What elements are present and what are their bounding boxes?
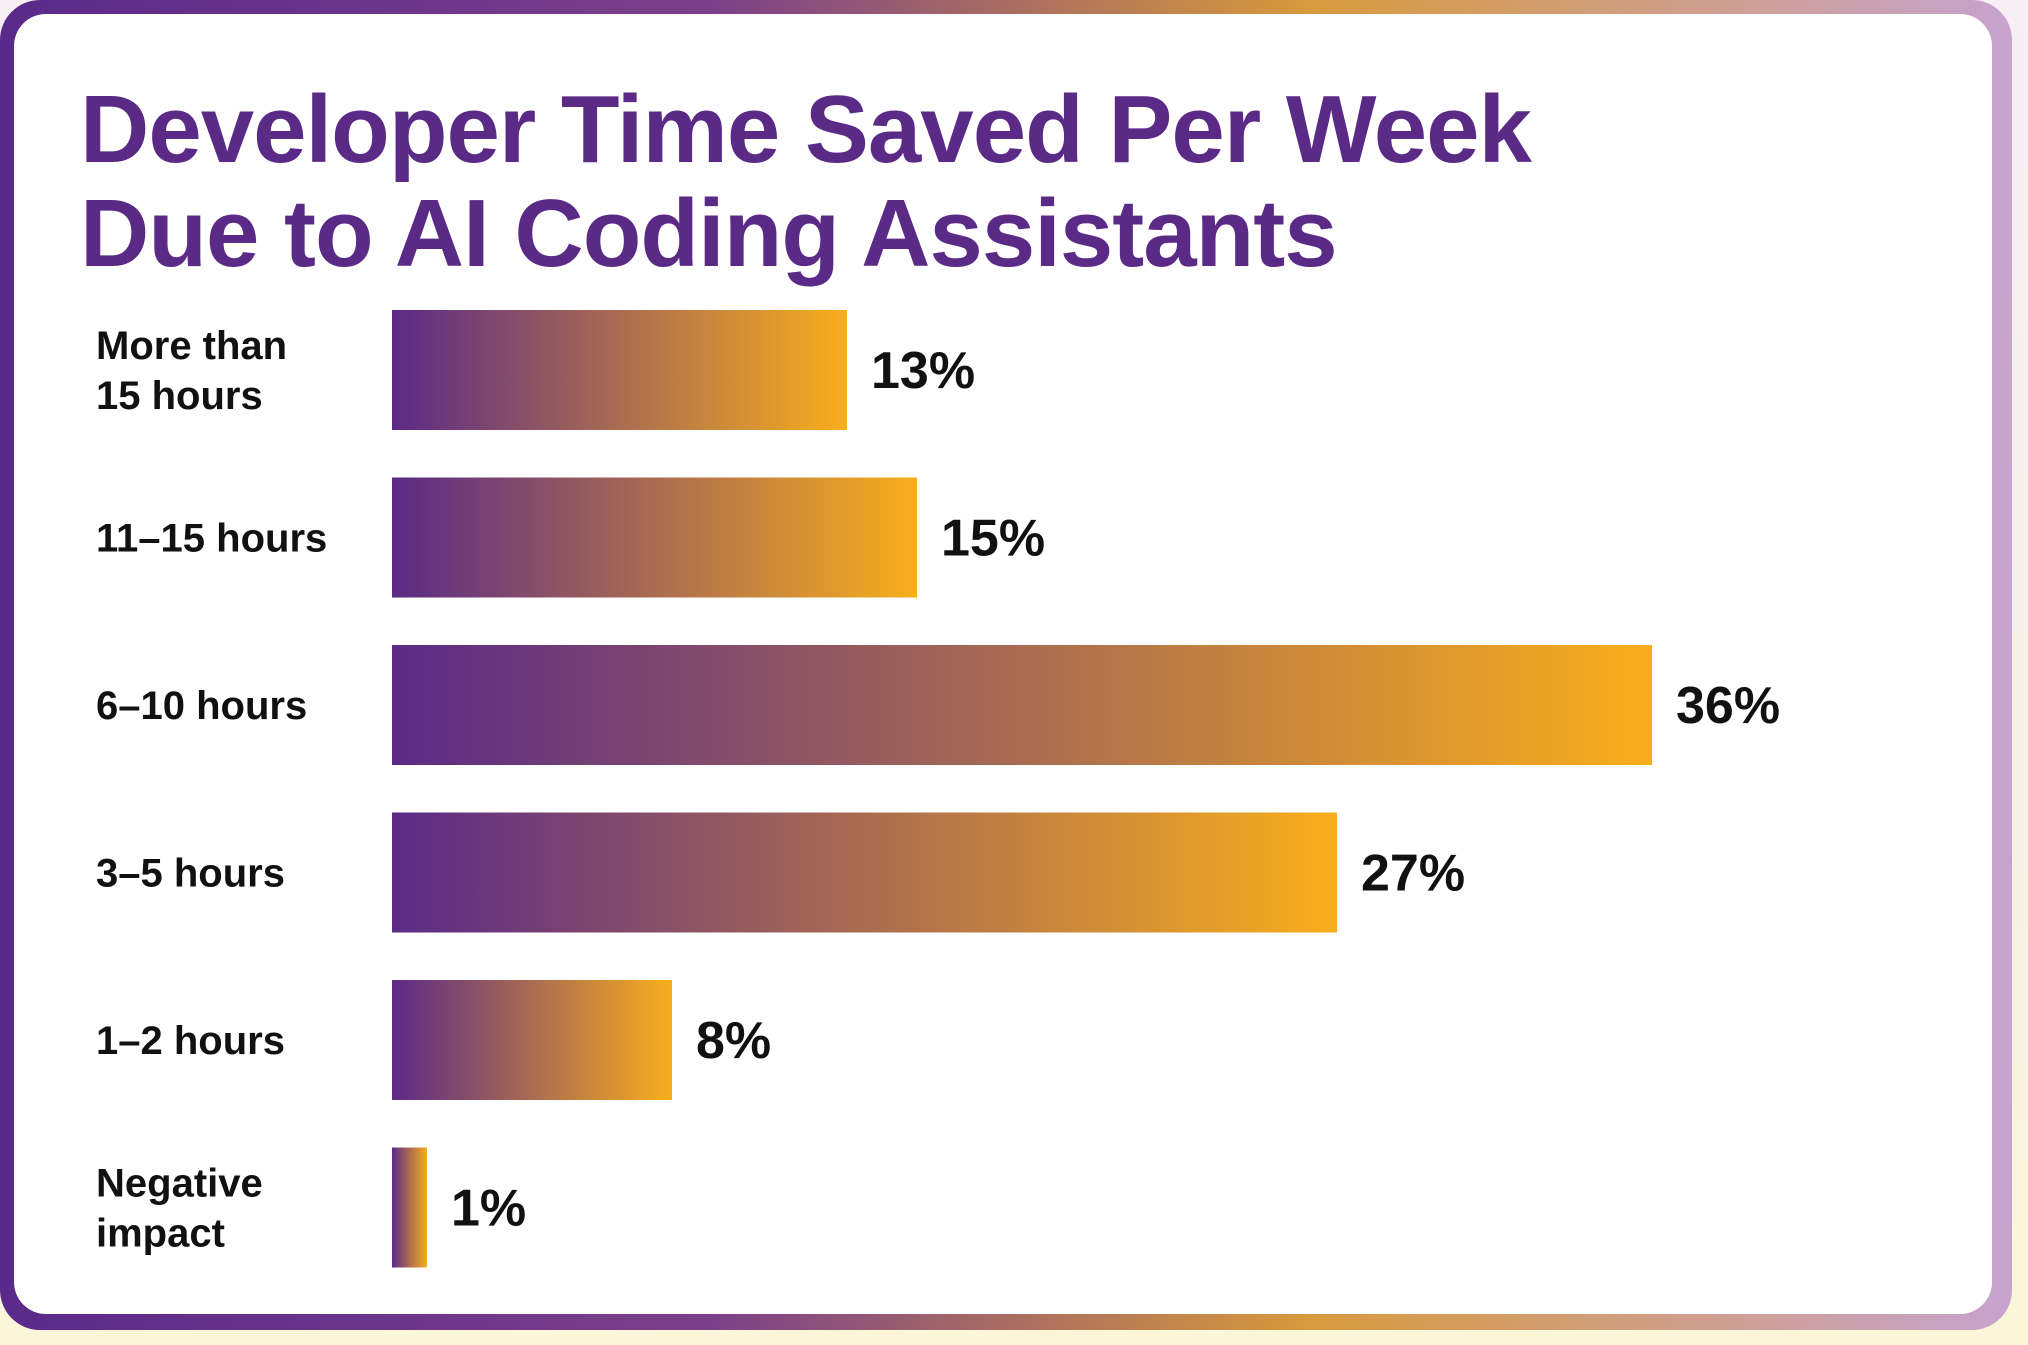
category-label: Negative impact bbox=[96, 1162, 263, 1256]
value-label: 36% bbox=[1676, 677, 1780, 735]
bar-row: More than 15 hours 13% bbox=[96, 310, 975, 430]
value-label: 8% bbox=[696, 1012, 771, 1070]
category-label: 6–10 hours bbox=[96, 684, 307, 728]
chart-title-line-1: Developer Time Saved Per Week bbox=[80, 76, 1532, 183]
category-label: 11–15 hours bbox=[96, 517, 327, 561]
category-label: 1–2 hours bbox=[96, 1019, 285, 1063]
category-label: More than 15 hours bbox=[96, 324, 287, 418]
category-label: 3–5 hours bbox=[96, 852, 285, 896]
bar bbox=[392, 1147, 427, 1268]
category-label-line: 1–2 hours bbox=[96, 1019, 285, 1063]
value-label: 1% bbox=[451, 1180, 526, 1238]
category-label-line: impact bbox=[96, 1212, 225, 1256]
category-label-line: 3–5 hours bbox=[96, 852, 285, 896]
value-label: 15% bbox=[941, 510, 1045, 568]
bar-chart-plot: More than 15 hours 13% 11–15 hours 15% 6–10 h… bbox=[96, 310, 1780, 1268]
bar-row: 11–15 hours 15% bbox=[96, 477, 1045, 598]
bars-layer: More than 15 hours 13% 11–15 hours 15% 6–10 h… bbox=[96, 310, 1780, 1268]
category-label-line: 6–10 hours bbox=[96, 684, 307, 728]
value-label: 27% bbox=[1361, 845, 1465, 903]
bar bbox=[392, 812, 1337, 933]
bar bbox=[392, 980, 672, 1100]
bar-row: 1–2 hours 8% bbox=[96, 980, 771, 1100]
bar bbox=[392, 645, 1652, 765]
value-label: 13% bbox=[871, 342, 975, 400]
category-label-line: More than bbox=[96, 324, 287, 368]
chart-title: Developer Time Saved Per Week Due to AI … bbox=[80, 78, 1880, 286]
category-label-line: 11–15 hours bbox=[96, 517, 327, 561]
bar-row: 3–5 hours 27% bbox=[96, 812, 1465, 933]
bar bbox=[392, 477, 917, 598]
category-label-line: 15 hours bbox=[96, 374, 263, 418]
chart-title-line-2: Due to AI Coding Assistants bbox=[80, 180, 1338, 287]
chart-card: Developer Time Saved Per Week Due to AI … bbox=[14, 14, 1992, 1314]
bar bbox=[392, 310, 847, 430]
bar-row: Negative impact 1% bbox=[96, 1147, 526, 1268]
category-label-line: Negative bbox=[96, 1162, 263, 1206]
bar-row: 6–10 hours 36% bbox=[96, 645, 1780, 765]
